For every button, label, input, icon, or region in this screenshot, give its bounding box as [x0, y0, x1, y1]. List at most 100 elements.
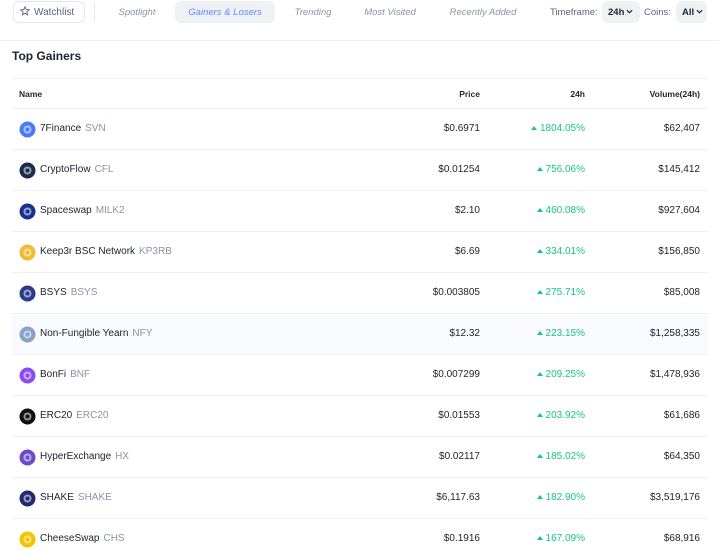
change-value: 182.90%: [545, 492, 585, 503]
caret-up-icon: [536, 249, 543, 253]
table-row[interactable]: BonFi BNF $0.007299 209.25% $1,478,936: [12, 355, 708, 396]
change-cell: 223.15%: [485, 328, 585, 339]
nav-divider: [94, 4, 95, 20]
coin-name: Spaceswap: [40, 205, 92, 216]
nfy-icon: [19, 326, 36, 343]
header-24h[interactable]: 24h: [570, 89, 585, 99]
change-value: 209.25%: [545, 369, 585, 380]
table-row[interactable]: SHAKE SHAKE $6,117.63 182.90% $3,519,176: [12, 478, 708, 519]
coin-name: SHAKE: [40, 492, 74, 503]
price-cell: $12.32: [449, 328, 480, 339]
price-cell: $0.6971: [443, 123, 480, 134]
coin-name-cell[interactable]: SHAKE SHAKE: [40, 492, 112, 503]
volume-cell: $927,604: [658, 205, 700, 216]
price-cell: $0.02117: [439, 451, 480, 462]
timeframe-value: 24h: [608, 6, 625, 18]
bsys-icon: [19, 285, 36, 302]
table-row[interactable]: Non-Fungible Yearn NFY $12.32 223.15% $1,258…: [12, 314, 708, 355]
change-cell: 1804.05%: [485, 123, 585, 134]
coin-symbol: BSYS: [70, 287, 98, 298]
coins-label: Coins:: [644, 6, 671, 18]
coin-name-cell[interactable]: CheeseSwap CHS: [40, 533, 125, 544]
keep3r-icon: [19, 244, 36, 261]
change-value: 223.15%: [545, 328, 585, 339]
coin-symbol: HX: [115, 451, 130, 462]
change-cell: 460.08%: [485, 205, 585, 216]
change-value: 203.92%: [545, 410, 585, 421]
tab-trending[interactable]: Trending: [294, 6, 332, 18]
change-value: 756.06%: [545, 164, 585, 175]
coin-name: BSYS: [40, 287, 67, 298]
price-cell: $0.003805: [432, 287, 480, 298]
volume-cell: $61,686: [663, 410, 700, 421]
volume-cell: $1,258,335: [649, 328, 700, 339]
coin-name: 7Finance: [40, 123, 82, 134]
coin-name: HyperExchange: [40, 451, 112, 462]
coin-name: Non-Fungible Yearn: [40, 328, 129, 339]
coin-symbol: CHS: [103, 533, 125, 544]
tab-recently-added[interactable]: Recently Added: [449, 6, 517, 18]
coins-value: All: [682, 6, 695, 18]
volume-cell: $85,008: [663, 287, 700, 298]
coin-name-cell[interactable]: CryptoFlow CFL: [40, 164, 113, 175]
caret-up-icon: [536, 495, 543, 499]
caret-up-icon: [530, 126, 537, 130]
top-nav: Watchlist Spotlight Gainers & Losers Tre…: [0, 0, 719, 26]
price-cell: $0.01254: [438, 164, 480, 175]
price-cell: $0.1916: [443, 533, 480, 544]
chevron-down-icon: [696, 7, 703, 18]
change-value: 334.01%: [545, 246, 585, 257]
timeframe-dropdown[interactable]: 24h: [602, 1, 640, 23]
table-row[interactable]: ERC20 ERC20 $0.01553 203.92% $61,686: [12, 396, 708, 437]
coin-name-cell[interactable]: Non-Fungible Yearn NFY: [40, 328, 152, 339]
volume-cell: $3,519,176: [649, 492, 700, 503]
coin-name-cell[interactable]: HyperExchange HX: [40, 451, 129, 462]
7finance-icon: [19, 121, 36, 138]
caret-up-icon: [536, 331, 543, 335]
change-value: 275.71%: [545, 287, 585, 298]
table-row[interactable]: CryptoFlow CFL $0.01254 756.06% $145,412: [12, 150, 708, 191]
coin-name-cell[interactable]: BonFi BNF: [40, 369, 90, 380]
chevron-down-icon: [626, 7, 633, 18]
tab-gainers-losers[interactable]: Gainers & Losers: [175, 1, 275, 23]
shake-icon: [19, 490, 36, 507]
cheeseswap-icon: [19, 531, 36, 548]
table-row[interactable]: HyperExchange HX $0.02117 185.02% $64,350: [12, 437, 708, 478]
coin-name: BonFi: [40, 369, 67, 380]
change-cell: 185.02%: [485, 451, 585, 462]
change-cell: 334.01%: [485, 246, 585, 257]
tab-spotlight[interactable]: Spotlight: [118, 6, 156, 18]
coin-name-cell[interactable]: Keep3r BSC Network KP3RB: [40, 246, 172, 257]
card-divider: [0, 40, 719, 41]
table-row[interactable]: Spaceswap MILK2 $2.10 460.08% $927,604: [12, 191, 708, 232]
table-row[interactable]: Keep3r BSC Network KP3RB $6.69 334.01% $156,…: [12, 232, 708, 273]
change-cell: 167.09%: [485, 533, 585, 544]
header-name[interactable]: Name: [19, 89, 43, 99]
coin-name: CheeseSwap: [40, 533, 100, 544]
coin-name: ERC20: [40, 410, 73, 421]
coins-dropdown[interactable]: All: [676, 1, 707, 23]
caret-up-icon: [536, 372, 543, 376]
volume-cell: $156,850: [658, 246, 700, 257]
table-row[interactable]: 7Finance SVN $0.6971 1804.05% $62,407: [12, 109, 708, 150]
caret-up-icon: [536, 167, 543, 171]
coin-symbol: MILK2: [95, 205, 125, 216]
volume-cell: $64,350: [663, 451, 700, 462]
coin-symbol: CFL: [94, 164, 114, 175]
coin-name-cell[interactable]: Spaceswap MILK2: [40, 205, 125, 216]
tab-most-visited[interactable]: Most Visited: [364, 6, 416, 18]
coin-name-cell[interactable]: BSYS BSYS: [40, 287, 97, 298]
header-volume[interactable]: Volume(24h): [649, 89, 700, 99]
change-cell: 756.06%: [485, 164, 585, 175]
price-cell: $6.69: [454, 246, 480, 257]
coin-symbol: SHAKE: [77, 492, 112, 503]
table-row[interactable]: BSYS BSYS $0.003805 275.71% $85,008: [12, 273, 708, 314]
caret-up-icon: [536, 413, 543, 417]
header-price[interactable]: Price: [459, 89, 480, 99]
change-value: 167.09%: [545, 533, 585, 544]
coin-name-cell[interactable]: ERC20 ERC20: [40, 410, 109, 421]
watchlist-button[interactable]: Watchlist: [13, 1, 85, 23]
coin-name-cell[interactable]: 7Finance SVN: [40, 123, 106, 134]
coin-name: CryptoFlow: [40, 164, 91, 175]
table-row[interactable]: CheeseSwap CHS $0.1916 167.09% $68,916: [12, 519, 708, 550]
